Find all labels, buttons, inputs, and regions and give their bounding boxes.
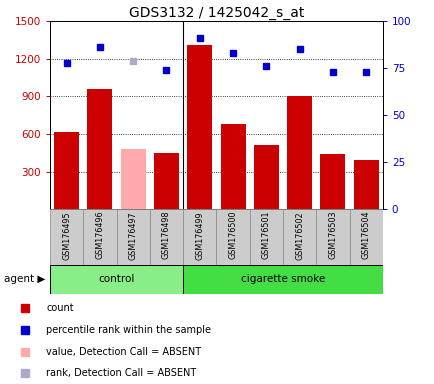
Bar (54, 131, 79, 209)
Bar (154, 153, 178, 209)
Bar (50, 265, 183, 294)
Bar (187, 45, 212, 209)
Text: GSM176499: GSM176499 (195, 211, 204, 260)
Bar (121, 149, 145, 209)
Text: agent ▶: agent ▶ (4, 274, 46, 285)
Text: value, Detection Call = ABSENT: value, Detection Call = ABSENT (46, 347, 201, 357)
Bar (249, 209, 283, 265)
Bar (116, 209, 149, 265)
Text: percentile rank within the sample: percentile rank within the sample (46, 325, 211, 335)
Text: GSM176495: GSM176495 (62, 211, 71, 260)
Text: GSM176501: GSM176501 (261, 211, 270, 260)
Title: GDS3132 / 1425042_s_at: GDS3132 / 1425042_s_at (128, 6, 303, 20)
Bar (349, 209, 382, 265)
Text: GSM176500: GSM176500 (228, 211, 237, 260)
Bar (216, 209, 249, 265)
Bar (316, 209, 349, 265)
Text: count: count (46, 303, 74, 313)
Bar (353, 161, 378, 209)
Text: GSM176504: GSM176504 (361, 211, 370, 260)
Bar (283, 209, 316, 265)
Bar (320, 154, 345, 209)
Bar (183, 209, 216, 265)
Bar (50, 209, 83, 265)
Text: GSM176502: GSM176502 (294, 211, 303, 260)
Bar (83, 209, 116, 265)
Text: GSM176496: GSM176496 (95, 211, 104, 260)
Bar (87, 89, 112, 209)
Text: GSM176498: GSM176498 (161, 211, 171, 260)
Text: control: control (98, 274, 135, 285)
Text: cigarette smoke: cigarette smoke (240, 274, 324, 285)
Text: GSM176503: GSM176503 (328, 211, 337, 260)
Bar (286, 96, 311, 209)
Text: GSM176497: GSM176497 (128, 211, 138, 260)
Bar (253, 145, 278, 209)
Bar (220, 124, 245, 209)
Bar (183, 265, 382, 294)
Text: rank, Detection Call = ABSENT: rank, Detection Call = ABSENT (46, 368, 196, 378)
Bar (149, 209, 183, 265)
